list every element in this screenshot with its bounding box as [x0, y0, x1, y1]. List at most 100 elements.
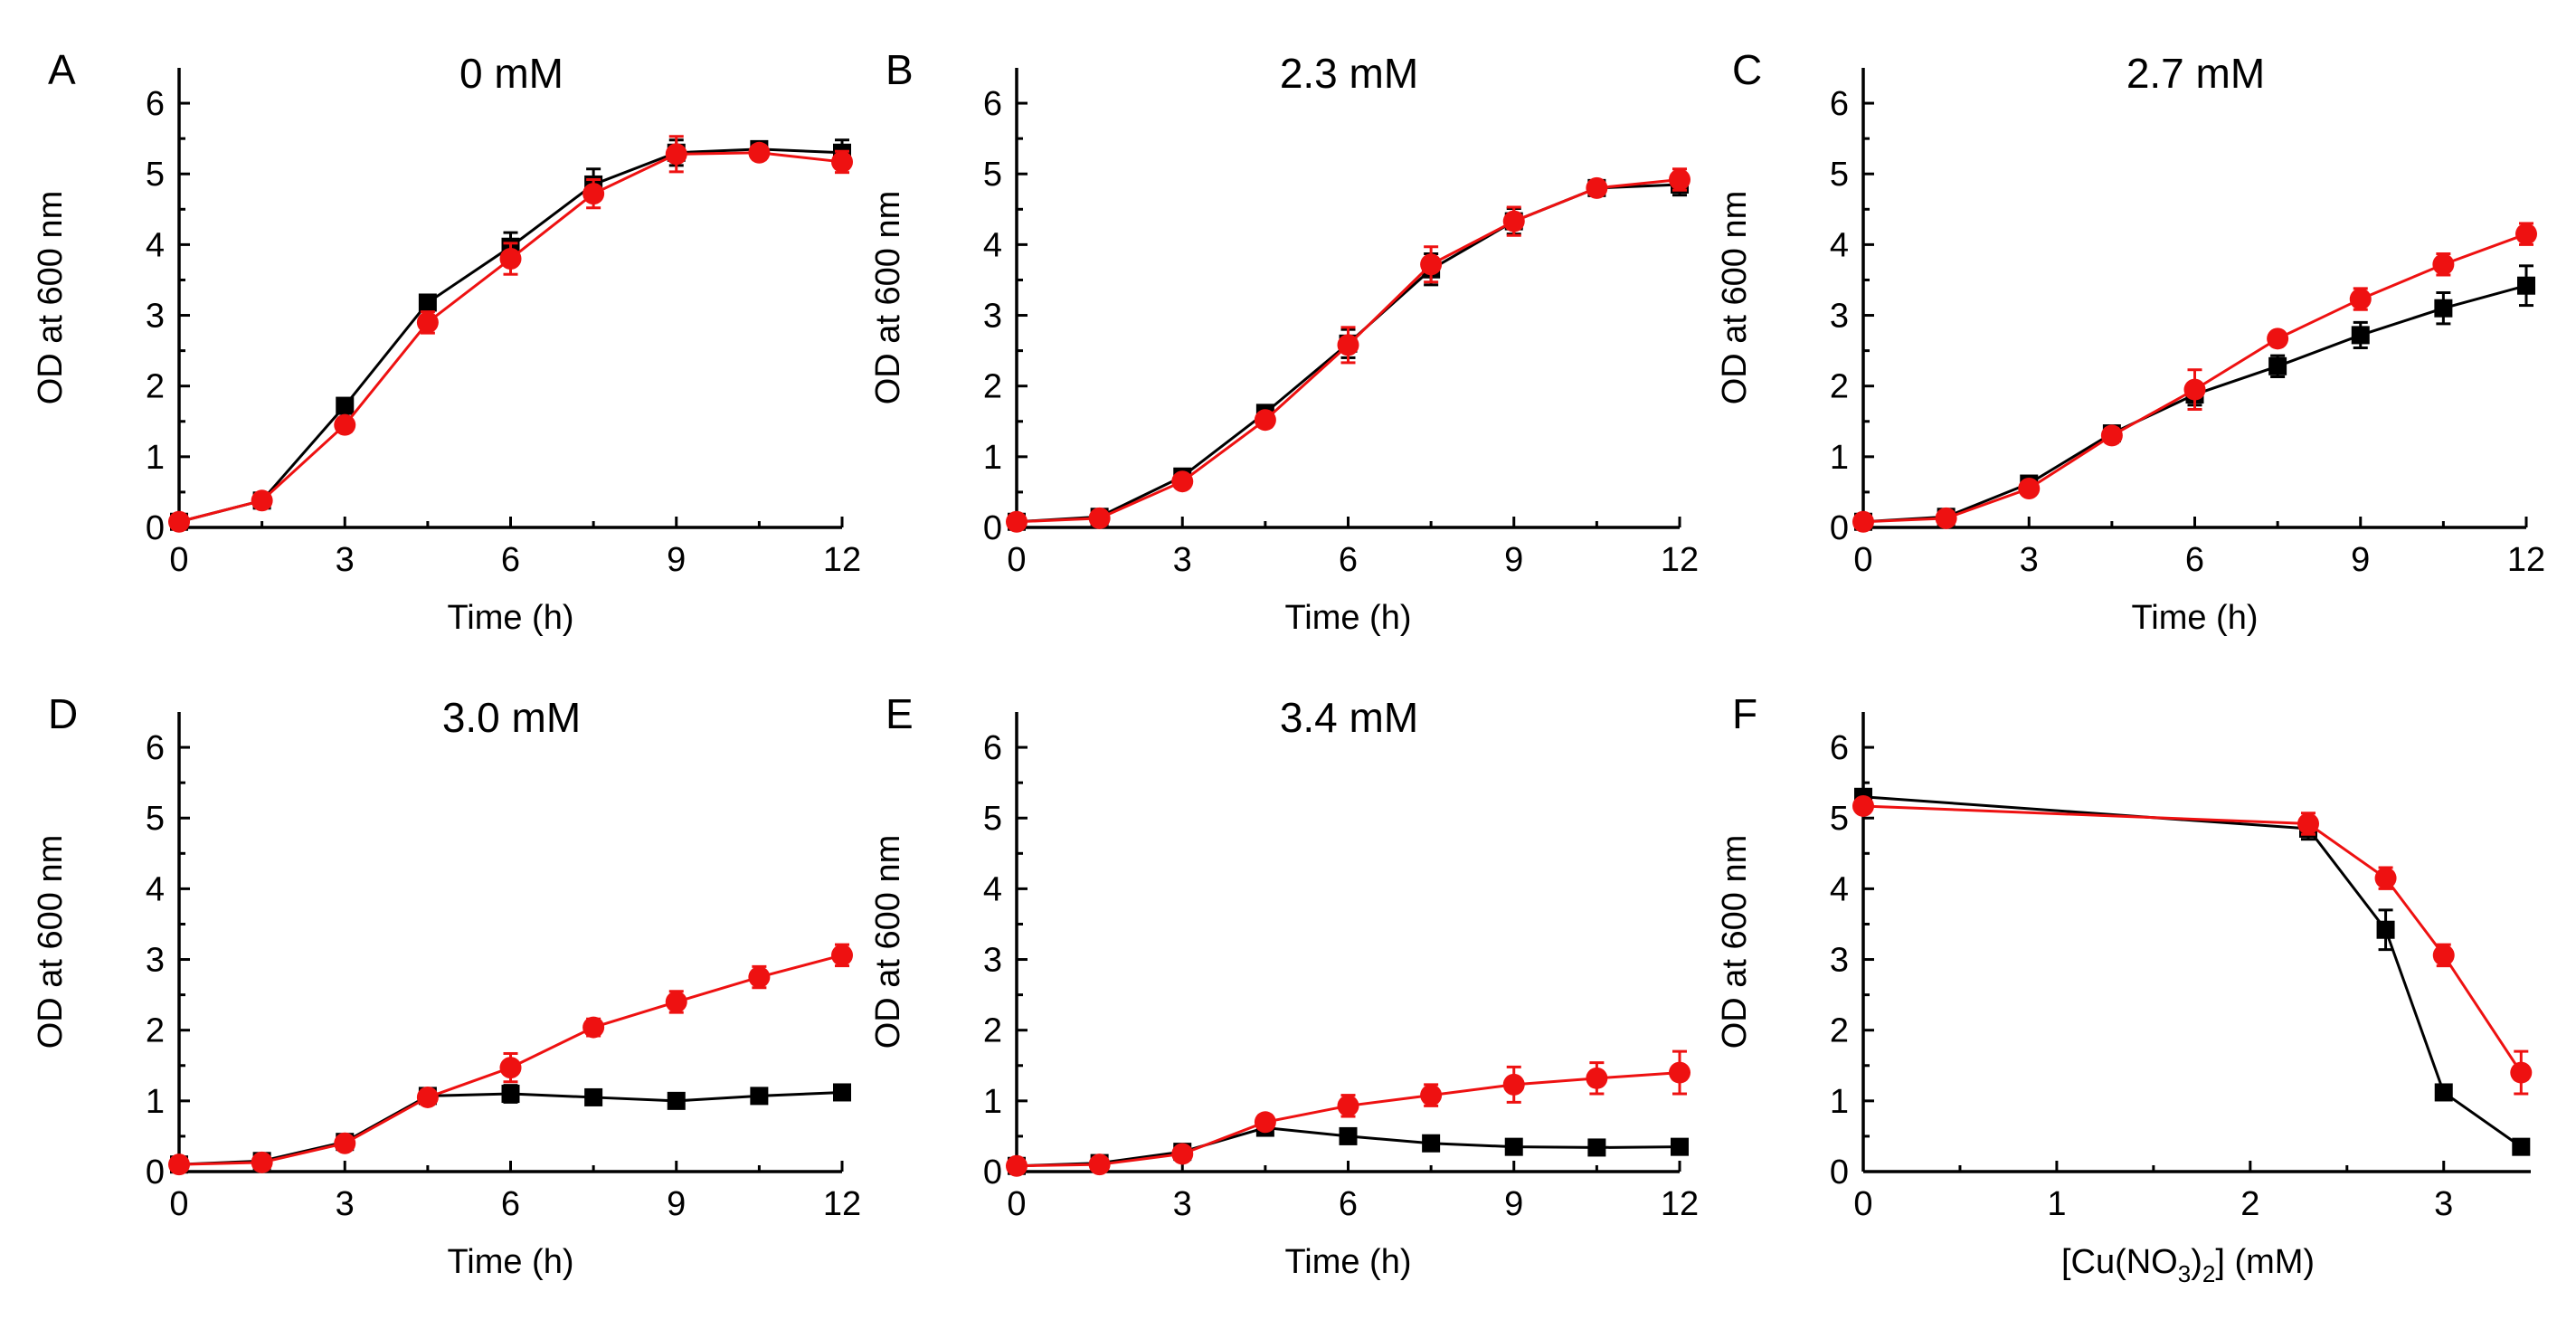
y-tick-label: 6	[1830, 729, 1849, 767]
data-point-circle	[582, 183, 605, 205]
series-red-circles	[168, 135, 853, 533]
y-tick-label: 4	[146, 226, 165, 264]
data-point-square	[2268, 356, 2287, 375]
data-point-square	[1339, 1126, 1358, 1145]
x-axis-title: Time (h)	[2131, 599, 2258, 637]
series-line	[1862, 795, 2523, 1148]
data-point-circle	[251, 489, 273, 512]
data-point-circle	[2432, 944, 2455, 966]
panel-title: 0 mM	[459, 50, 564, 97]
data-point-circle	[499, 1057, 522, 1079]
y-tick-label: 3	[1830, 298, 1849, 336]
data-point-circle	[416, 311, 439, 334]
x-tick-label: 3	[1173, 1185, 1192, 1223]
panel-letter: F	[1732, 690, 1757, 737]
y-tick-label: 1	[146, 439, 165, 477]
y-tick-label: 6	[983, 85, 1002, 123]
x-tick-label: 0	[1853, 1185, 1872, 1223]
data-point-circle	[251, 1151, 273, 1173]
panel-title: 3.4 mM	[1280, 694, 1418, 741]
x-tick-label: 9	[667, 1185, 686, 1223]
data-point-circle	[1337, 1095, 1359, 1117]
data-point-circle	[2510, 1061, 2533, 1084]
data-point-square	[833, 1083, 851, 1102]
data-point-circle	[1171, 470, 1194, 493]
data-point-circle	[1254, 1111, 1276, 1134]
y-tick-label: 4	[983, 226, 1002, 264]
x-axis-title-subscript: 2	[2202, 1260, 2215, 1287]
x-tick-label: 3	[2434, 1185, 2453, 1223]
y-tick-label: 6	[983, 729, 1002, 767]
data-point-square	[501, 1085, 520, 1104]
y-tick-label: 2	[983, 1012, 1002, 1050]
data-point-circle	[1935, 507, 1957, 529]
data-point-circle	[416, 1086, 439, 1108]
data-point-circle	[1088, 507, 1111, 529]
y-tick-label: 2	[983, 368, 1002, 406]
x-tick-label: 12	[1661, 1185, 1699, 1223]
y-axis-title: OD at 600 nm	[1716, 191, 1754, 405]
y-tick-label: 5	[983, 800, 1002, 838]
series-red-circles	[168, 943, 853, 1176]
y-tick-label: 6	[1830, 85, 1849, 123]
panel-letter: C	[1732, 46, 1762, 93]
x-tick-label: 3	[336, 1185, 355, 1223]
y-tick-label: 3	[146, 298, 165, 336]
x-tick-label: 1	[2047, 1185, 2066, 1223]
data-point-square	[2434, 1083, 2453, 1102]
x-tick-label: 0	[1007, 541, 1026, 579]
data-point-square	[418, 293, 437, 312]
y-axis-title: OD at 600 nm	[869, 835, 907, 1049]
series-red-circles	[1852, 222, 2537, 533]
data-point-circle	[1420, 1084, 1443, 1106]
data-point-circle	[1669, 1061, 1690, 1084]
y-tick-label: 1	[983, 1083, 1002, 1121]
series-red-circles	[1006, 1049, 1690, 1177]
y-tick-label: 3	[1830, 942, 1849, 980]
data-point-circle	[2100, 424, 2123, 447]
x-tick-label: 0	[169, 541, 188, 579]
x-tick-label: 0	[1853, 541, 1872, 579]
x-tick-label: 9	[2351, 541, 2370, 579]
data-point-square	[750, 1087, 769, 1106]
data-point-circle	[1254, 409, 1276, 432]
data-point-circle	[1852, 510, 1874, 533]
panel-title: 3.0 mM	[442, 694, 581, 741]
x-tick-label: 12	[823, 1185, 861, 1223]
x-axis-title-part: [Cu(NO	[2061, 1243, 2178, 1281]
data-point-circle	[1088, 1153, 1111, 1176]
y-tick-label: 0	[1830, 1153, 1849, 1191]
x-axis-title: Time (h)	[447, 599, 573, 637]
y-axis-title: OD at 600 nm	[32, 191, 70, 405]
y-tick-label: 5	[1830, 156, 1849, 194]
x-axis-title: Time (h)	[447, 1243, 573, 1281]
y-tick-label: 0	[1830, 509, 1849, 547]
panel-letter: A	[48, 46, 76, 93]
data-point-square	[336, 396, 355, 415]
x-tick-label: 9	[1504, 1185, 1523, 1223]
series-red-circles	[1852, 794, 2533, 1096]
x-axis-title: [Cu(NO3)2] (mM)	[2061, 1243, 2315, 1287]
data-point-circle	[1586, 176, 1608, 199]
data-point-square	[2512, 1137, 2531, 1156]
data-point-circle	[2349, 288, 2372, 310]
x-tick-label: 0	[169, 1185, 188, 1223]
data-point-circle	[168, 510, 190, 533]
data-point-circle	[2018, 478, 2041, 500]
y-tick-label: 0	[983, 509, 1002, 547]
data-point-circle	[2267, 328, 2289, 350]
y-tick-label: 4	[1830, 870, 1849, 908]
x-tick-label: 12	[823, 541, 861, 579]
data-point-circle	[1420, 253, 1443, 276]
panel-title: 2.3 mM	[1280, 50, 1418, 97]
y-tick-label: 1	[983, 439, 1002, 477]
x-tick-label: 2	[2240, 1185, 2259, 1223]
data-point-square	[2517, 276, 2535, 295]
x-tick-label: 6	[1339, 541, 1358, 579]
y-tick-label: 2	[146, 1012, 165, 1050]
